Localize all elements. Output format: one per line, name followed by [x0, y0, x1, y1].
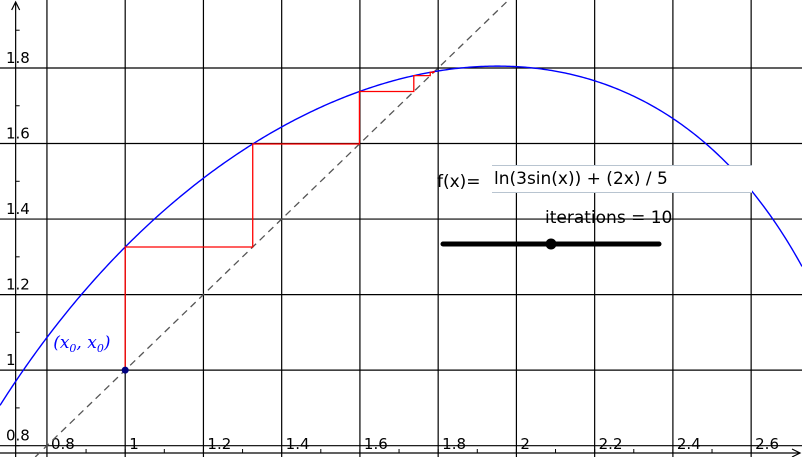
x-tick-label: 1.8: [442, 435, 466, 453]
x-tick-label: 2: [520, 435, 530, 453]
x-axis-arrow: [791, 448, 802, 457]
x-tick-label: 1.2: [207, 435, 231, 453]
start-point[interactable]: [121, 366, 129, 374]
y-tick-label: 1: [6, 351, 16, 369]
x-tick-label: 1: [129, 435, 139, 453]
x-tick-label: 1.4: [286, 435, 310, 453]
function-curve: [0, 65, 802, 406]
slider-knob[interactable]: [545, 238, 557, 250]
x-tick-label: 2.6: [755, 435, 779, 453]
x-tick-label: 1.6: [364, 435, 388, 453]
identity-line: [34, 0, 510, 457]
y-axis-arrow: [11, 0, 21, 11]
y-tick-label: 1.6: [6, 125, 30, 143]
x-tick-label: 2.2: [599, 435, 623, 453]
tick-labels: 0.8 1 1.2 1.4 1.6 1.8 2 2.2 2.4 2.6 0.8 1 1.2 1.4 1.6 1…: [6, 49, 779, 453]
iterations-label: iterations = 10: [545, 208, 673, 228]
function-label: f(x)=: [437, 172, 481, 192]
y-tick-label: 1.4: [6, 200, 30, 218]
y-tick-label: 1.2: [6, 276, 30, 294]
y-tick-label: 0.8: [6, 427, 30, 445]
iterations-slider[interactable]: [440, 238, 662, 250]
function-input[interactable]: [492, 165, 752, 193]
y-tick-label: 1.8: [6, 49, 30, 67]
start-point-label: (x0, x0): [53, 333, 110, 355]
x-tick-label: 2.4: [677, 435, 701, 453]
cobweb-path: [124, 70, 436, 371]
x-tick-label: 0.8: [51, 435, 75, 453]
